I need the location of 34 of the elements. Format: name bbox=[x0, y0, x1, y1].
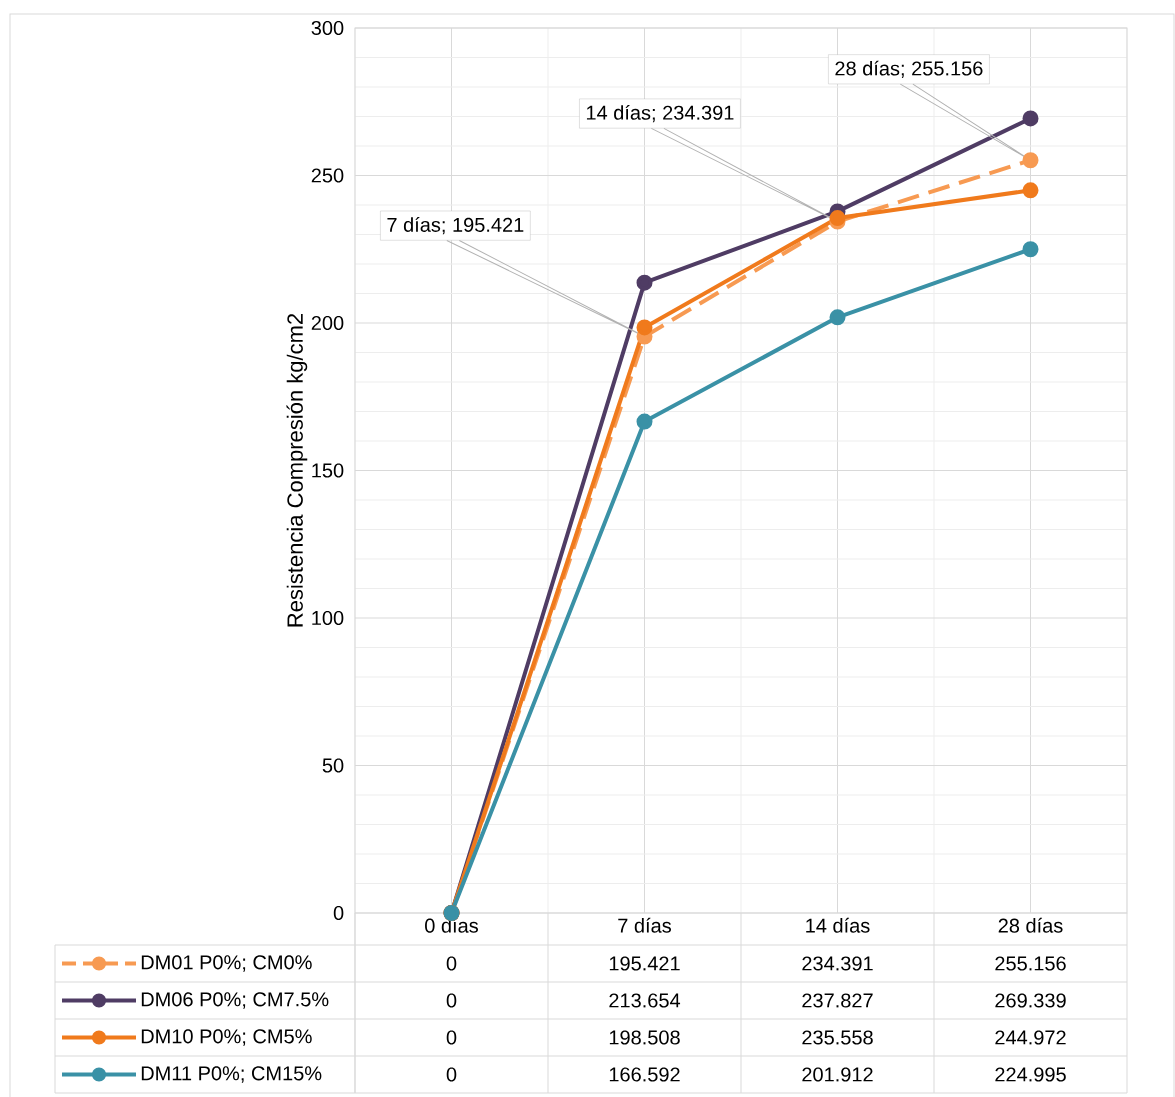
data-label: 255.156 bbox=[995, 956, 1066, 971]
data-label: 195.421 bbox=[609, 956, 680, 971]
y-tick-label: 250 bbox=[311, 168, 344, 183]
y-tick-label: 100 bbox=[312, 610, 344, 626]
data-label: 0 bbox=[446, 1067, 457, 1082]
y-tick-label: 150 bbox=[312, 463, 344, 478]
annotation: 7 días; 195.421 bbox=[387, 216, 524, 235]
x-tick-label: 14 días bbox=[806, 917, 870, 933]
legend-label: DM11 P0%; CM15% bbox=[141, 1066, 322, 1083]
data-label: 166.592 bbox=[609, 1067, 680, 1082]
data-label: 201.912 bbox=[802, 1067, 873, 1082]
y-tick-label: 200 bbox=[311, 315, 344, 331]
y-tick-label: 50 bbox=[322, 758, 344, 773]
x-tick-label: 28 días bbox=[998, 917, 1063, 933]
y-tick-label: 300 bbox=[311, 20, 344, 36]
annotation: 28 días; 255.156 bbox=[835, 60, 983, 78]
data-label: 235.558 bbox=[802, 1030, 873, 1045]
data-label: 213.654 bbox=[609, 993, 681, 1008]
data-label: 234.391 bbox=[802, 956, 873, 971]
legend-label: DM06 P0%; CM7.5% bbox=[141, 992, 329, 1009]
legend-label: DM01 P0%; CM0% bbox=[141, 955, 312, 972]
y-axis-title: Resistencia Compresión kg/cm2 bbox=[286, 313, 308, 627]
data-label: 237.827 bbox=[802, 993, 873, 1008]
data-label: 0 bbox=[446, 1030, 457, 1045]
data-label: 198.508 bbox=[609, 1030, 680, 1045]
data-label: 0 bbox=[446, 956, 457, 971]
legend-label: DM10 P0%; CM5% bbox=[141, 1029, 312, 1046]
data-label: 269.339 bbox=[995, 993, 1066, 1008]
x-tick-label: 7 días bbox=[618, 917, 671, 933]
data-label: 244.972 bbox=[995, 1030, 1066, 1045]
data-label: 224.995 bbox=[995, 1067, 1066, 1082]
annotation: 14 días; 234.391 bbox=[586, 104, 734, 123]
y-tick-label: 0 bbox=[333, 905, 344, 921]
data-label: 0 bbox=[446, 993, 457, 1008]
